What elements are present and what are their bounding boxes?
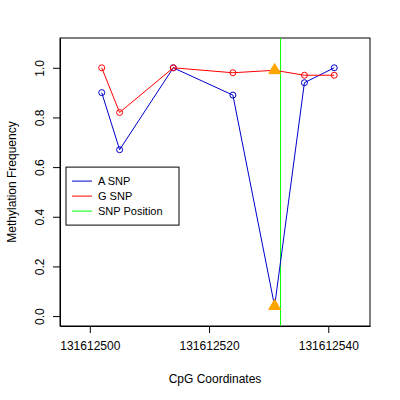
series-point [230,70,236,76]
y-tick-label: 0.2 [33,258,47,275]
y-tick: 0.0 [33,308,60,325]
y-tick-mark [53,316,60,317]
legend-label: G SNP [98,190,132,202]
y-tick-label: 0.4 [33,209,47,226]
y-tick-label: 1.0 [33,60,47,77]
y-tick-mark [53,217,60,218]
chart: 1316125001316125201316125400.00.20.40.60… [0,0,400,400]
x-tick: 131612540 [299,326,359,353]
series-point [99,65,105,71]
x-tick-label: 131612520 [179,339,239,353]
x-tick-mark [90,326,91,333]
x-tick-mark [209,326,210,333]
plot-frame [60,38,370,326]
y-tick: 0.6 [33,159,60,176]
snp-marker [269,63,281,73]
y-axis-title: Methylation Frequency [5,121,19,242]
series-line [102,68,334,113]
x-tick-label: 131612500 [60,339,120,353]
x-axis-line [61,326,371,327]
series-point [331,72,337,78]
y-tick-label: 0.8 [33,109,47,126]
y-tick-mark [53,167,60,168]
legend-swatch [72,211,92,212]
x-tick: 131612500 [60,326,120,353]
y-tick-mark [53,117,60,118]
legend: A SNP G SNP SNP Position [66,167,179,225]
series-point [331,65,337,71]
series-point [117,109,123,115]
x-axis: 131612500 131612520 131612540 [60,326,370,353]
series-point [170,65,176,71]
legend-swatch [72,181,92,182]
y-tick-mark [53,68,60,69]
y-tick: 0.8 [33,109,60,126]
x-axis-title: CpG Coordinates [169,372,262,386]
y-tick: 0.2 [33,258,60,275]
snp-position-line [280,38,281,326]
y-tick-label: 0.0 [33,308,47,325]
x-tick-label: 131612540 [299,339,359,353]
y-axis: 0.0 0.2 0.4 0.6 0.8 1.0 [33,39,61,327]
y-axis-line [60,39,61,327]
snp-marker [269,299,281,309]
y-tick-mark [53,266,60,267]
legend-swatch [72,196,92,197]
series-point [230,92,236,98]
series-point [99,90,105,96]
series-point [301,80,307,86]
legend-box [66,167,179,225]
series-point [301,72,307,78]
series-point [117,147,123,153]
legend-label: SNP Position [98,205,163,217]
y-tick-label: 0.6 [33,159,47,176]
x-tick: 131612520 [179,326,239,353]
legend-label: A SNP [98,175,130,187]
y-tick: 0.4 [33,209,60,226]
x-tick-mark [328,326,329,333]
y-tick: 1.0 [33,60,60,77]
